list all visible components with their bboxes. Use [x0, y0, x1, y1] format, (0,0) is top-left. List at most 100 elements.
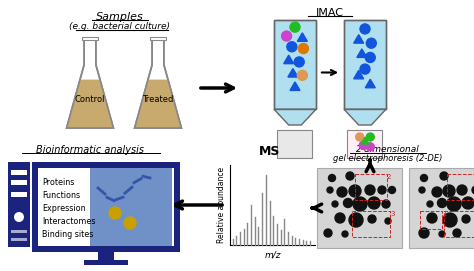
Polygon shape — [67, 40, 113, 128]
Polygon shape — [357, 49, 367, 57]
Bar — [355, 174, 387, 200]
Bar — [420, 211, 442, 229]
Polygon shape — [354, 35, 364, 43]
Polygon shape — [274, 109, 316, 125]
Circle shape — [462, 197, 474, 209]
Circle shape — [462, 215, 470, 223]
Circle shape — [299, 44, 309, 54]
Text: Binding sites: Binding sites — [42, 230, 93, 239]
Text: Expression: Expression — [42, 204, 86, 213]
Circle shape — [324, 229, 332, 237]
Bar — [11, 238, 27, 241]
Circle shape — [327, 187, 333, 193]
Circle shape — [360, 24, 370, 34]
Circle shape — [349, 185, 361, 197]
Circle shape — [472, 186, 474, 194]
Circle shape — [342, 231, 348, 237]
Circle shape — [124, 217, 136, 229]
Bar — [277, 130, 312, 158]
Circle shape — [432, 187, 442, 197]
Polygon shape — [365, 79, 375, 88]
Polygon shape — [344, 109, 386, 125]
Text: Relative abundance: Relative abundance — [218, 167, 227, 243]
Polygon shape — [135, 80, 182, 128]
Circle shape — [419, 228, 429, 238]
Circle shape — [419, 187, 425, 193]
Circle shape — [335, 213, 345, 223]
Circle shape — [438, 198, 447, 208]
Bar — [8, 162, 30, 247]
Circle shape — [368, 197, 380, 209]
Circle shape — [385, 218, 391, 224]
Text: m/z: m/z — [264, 250, 281, 259]
Bar — [352, 211, 390, 237]
Circle shape — [447, 197, 461, 211]
Bar — [344, 20, 386, 109]
Circle shape — [366, 38, 376, 48]
Text: (e.g. bacterial culture): (e.g. bacterial culture) — [70, 22, 171, 31]
Text: 1: 1 — [442, 211, 447, 217]
Circle shape — [427, 201, 433, 207]
Text: Bioinformatic analysis: Bioinformatic analysis — [36, 145, 144, 155]
Circle shape — [420, 175, 428, 182]
Bar — [274, 20, 316, 109]
Circle shape — [365, 185, 375, 195]
Text: Samples: Samples — [96, 12, 144, 22]
Circle shape — [366, 133, 374, 141]
Circle shape — [109, 207, 121, 219]
Circle shape — [290, 22, 300, 32]
Bar — [84, 260, 128, 265]
Circle shape — [443, 185, 455, 197]
Circle shape — [359, 141, 367, 149]
Bar — [447, 174, 474, 200]
Polygon shape — [135, 40, 182, 128]
Circle shape — [337, 187, 347, 197]
Circle shape — [14, 212, 24, 222]
Circle shape — [382, 200, 390, 208]
Circle shape — [353, 197, 367, 211]
Circle shape — [453, 229, 461, 237]
Polygon shape — [288, 69, 298, 77]
Text: Control: Control — [75, 95, 105, 104]
Circle shape — [366, 143, 374, 151]
Circle shape — [443, 213, 457, 227]
Bar — [32, 162, 180, 252]
Circle shape — [282, 31, 292, 41]
Circle shape — [439, 231, 445, 237]
Bar — [150, 37, 166, 40]
Circle shape — [378, 186, 386, 194]
Circle shape — [346, 172, 354, 180]
Polygon shape — [361, 137, 369, 144]
Circle shape — [457, 185, 467, 195]
Bar — [410, 168, 474, 248]
Text: 2-dimensional: 2-dimensional — [356, 145, 420, 154]
Circle shape — [356, 133, 364, 141]
Text: IMAC: IMAC — [316, 8, 344, 18]
Circle shape — [344, 198, 353, 208]
Circle shape — [360, 64, 370, 74]
Bar — [274, 20, 316, 109]
Text: 2: 2 — [387, 174, 392, 180]
Circle shape — [440, 172, 448, 180]
Bar — [444, 211, 474, 237]
Bar — [318, 168, 402, 248]
Bar — [11, 192, 27, 197]
Circle shape — [368, 215, 376, 223]
Bar — [344, 20, 386, 109]
Circle shape — [389, 186, 395, 193]
Polygon shape — [284, 55, 294, 64]
Bar — [11, 230, 27, 233]
Circle shape — [427, 213, 437, 223]
Circle shape — [328, 175, 336, 182]
Bar — [38, 168, 174, 246]
Polygon shape — [290, 82, 300, 91]
Bar — [11, 180, 27, 185]
Text: MS: MS — [259, 145, 281, 158]
Circle shape — [365, 53, 375, 63]
Circle shape — [332, 201, 338, 207]
Polygon shape — [67, 80, 113, 128]
Text: 3: 3 — [390, 211, 394, 217]
Text: Functions: Functions — [42, 191, 80, 200]
Polygon shape — [297, 33, 307, 41]
Bar — [90, 168, 172, 246]
